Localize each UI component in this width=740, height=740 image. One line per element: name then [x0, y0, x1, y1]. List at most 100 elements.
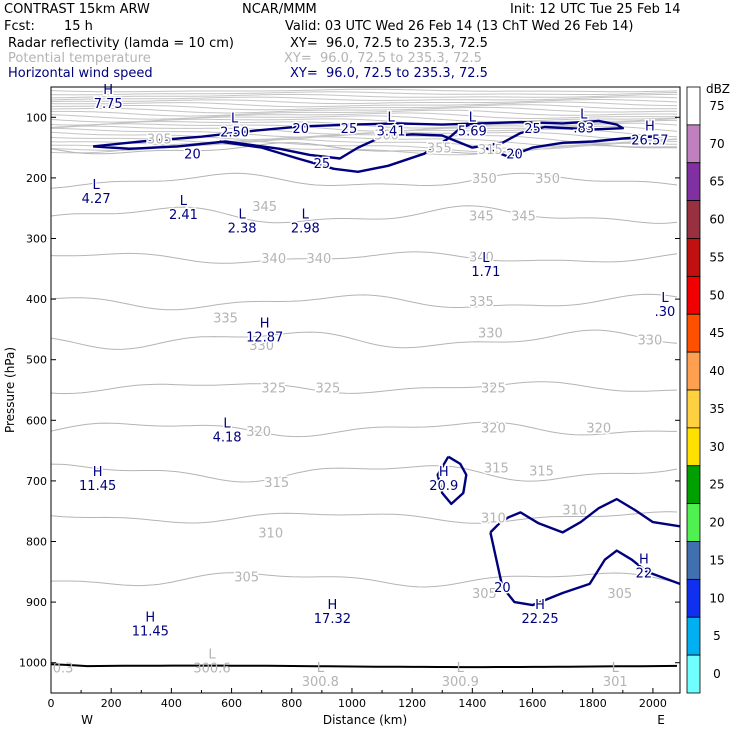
theta-contour-label: 335	[469, 295, 494, 310]
extremum-marker: L	[93, 178, 101, 193]
theta-contour-label: 335	[213, 311, 238, 326]
extremum-marker: H	[328, 598, 338, 613]
theta-contour-label: 355	[427, 142, 452, 157]
theta-contour-label: 330	[478, 326, 503, 341]
field-theta-xy: XY= 96.0, 72.5 to 235.3, 72.5	[284, 51, 482, 66]
theta-extremum-marker: L	[457, 661, 465, 676]
colorbar-level-label: 60	[709, 213, 724, 227]
theta-contour-label: 340	[469, 251, 494, 266]
extremum-marker: L	[231, 112, 239, 127]
theta-contour-upper	[51, 96, 678, 101]
colorbar-level-label: 30	[709, 440, 724, 454]
theta-contour-upper	[51, 122, 678, 132]
extremum-value: 26.57	[631, 133, 668, 148]
theta-contour-label: 305	[234, 571, 259, 586]
extremum-value: .83	[573, 121, 594, 136]
theta-contour-label: 310	[258, 526, 283, 541]
wind-contour-label: 25	[341, 122, 358, 137]
extremum-marker: H	[639, 553, 649, 568]
colorbar-swatch	[686, 389, 701, 429]
extremum-marker: H	[260, 316, 270, 331]
field-theta-name: Potential temperature	[8, 51, 151, 66]
theta-contour	[51, 172, 678, 189]
theta-contour	[51, 251, 678, 264]
colorbar-level-label: 75	[709, 99, 724, 113]
theta-contour-upper	[51, 131, 678, 141]
theta-extremum-marker: L	[612, 661, 620, 676]
theta-contour-upper	[51, 118, 678, 126]
theta-contour-upper	[51, 101, 677, 108]
extremum-value: 5.69	[458, 124, 487, 139]
x-tick-label: 600	[221, 697, 242, 710]
wind-contour-label: 25	[314, 157, 331, 172]
field-radar-xy: XY= 96.0, 72.5 to 235.3, 72.5	[290, 36, 488, 51]
theta-contour-label: 315	[478, 143, 503, 158]
wind-speed-contour	[483, 134, 669, 158]
extremum-value: 4.18	[213, 430, 242, 445]
wind-speed-contour	[219, 123, 470, 173]
theta-extremum-value: 300.6	[193, 662, 230, 677]
extremum-value: 11.45	[79, 479, 116, 494]
theta-contour-label: 310	[481, 511, 506, 526]
theta-contour-label: 315	[264, 476, 289, 491]
colorbar-swatch	[686, 503, 701, 542]
colorbar-level-label: 15	[709, 553, 724, 567]
theta-contour	[51, 511, 678, 524]
extremum-marker: H	[645, 119, 655, 134]
extremum-marker: L	[180, 194, 188, 209]
x-tick-label: 400	[161, 697, 182, 710]
extremum-value: 22	[636, 567, 653, 582]
colorbar-swatch	[686, 578, 701, 618]
theta-contour-label: 325	[481, 382, 506, 397]
theta-contour	[51, 421, 677, 438]
colorbar-level-label: 70	[709, 137, 724, 151]
extremum-marker: L	[482, 251, 490, 266]
extremum-value: 17.32	[314, 612, 351, 627]
x-tick-label: 1400	[458, 697, 486, 710]
init-time: Init: 12 UTC Tue 25 Feb 14	[510, 2, 681, 17]
extremum-value: 4.27	[82, 192, 111, 207]
colorbar-level-label: 0	[713, 667, 721, 681]
theta-contour-label: 320	[246, 425, 271, 440]
colorbar-swatch	[686, 275, 701, 315]
theta-contour-label: 340	[306, 252, 331, 267]
y-tick-label: 400	[26, 293, 47, 306]
theta-contour-label: 320	[586, 422, 611, 437]
colorbar-level-label: 20	[709, 516, 724, 530]
x-tick-label: 800	[281, 697, 302, 710]
extremum-marker: L	[580, 107, 588, 122]
x-end-label-west: W	[81, 713, 93, 727]
extremum-value: 11.45	[132, 624, 169, 639]
theta-contour-label: 305	[472, 587, 497, 602]
extremum-value: 12.87	[246, 330, 283, 345]
wind-contour-label: 20	[506, 148, 523, 163]
x-tick-label: 2000	[639, 697, 667, 710]
extremum-value: 2.50	[220, 126, 249, 141]
field-wind-xy: XY= 96.0, 72.5 to 235.3, 72.5	[290, 66, 488, 81]
wind-contour-label: 25	[524, 122, 541, 137]
x-tick-label: 0	[48, 697, 55, 710]
surface-line	[51, 663, 678, 669]
theta-contour-label: 350	[472, 172, 497, 187]
y-axis-label: Pressure (hPa)	[3, 347, 17, 433]
wind-contour-label: 20	[293, 122, 310, 137]
forecast-label: Fcst:	[4, 19, 35, 34]
theta-contour-upper	[51, 136, 678, 147]
colorbar-level-label: 45	[709, 326, 724, 340]
theta-contour-upper	[51, 88, 678, 93]
colorbar-level-label: 50	[709, 288, 724, 302]
theta-contour-label: 315	[484, 462, 509, 477]
extremum-marker: H	[103, 83, 113, 98]
model-title: CONTRAST 15km ARW	[4, 2, 150, 17]
colorbar-swatch	[686, 541, 701, 580]
extremum-marker: H	[93, 465, 103, 480]
theta-contour-label: 320	[481, 422, 506, 437]
wind-speed-contour	[92, 119, 624, 160]
colorbar-level-label: 55	[709, 250, 724, 264]
theta-contour-label: 345	[469, 209, 494, 224]
theta-contour-upper	[51, 109, 678, 117]
theta-contour-label: 310	[562, 503, 587, 518]
x-end-label-east: E	[657, 713, 665, 727]
x-tick-label: 200	[101, 697, 122, 710]
colorbar-swatch	[686, 200, 701, 239]
